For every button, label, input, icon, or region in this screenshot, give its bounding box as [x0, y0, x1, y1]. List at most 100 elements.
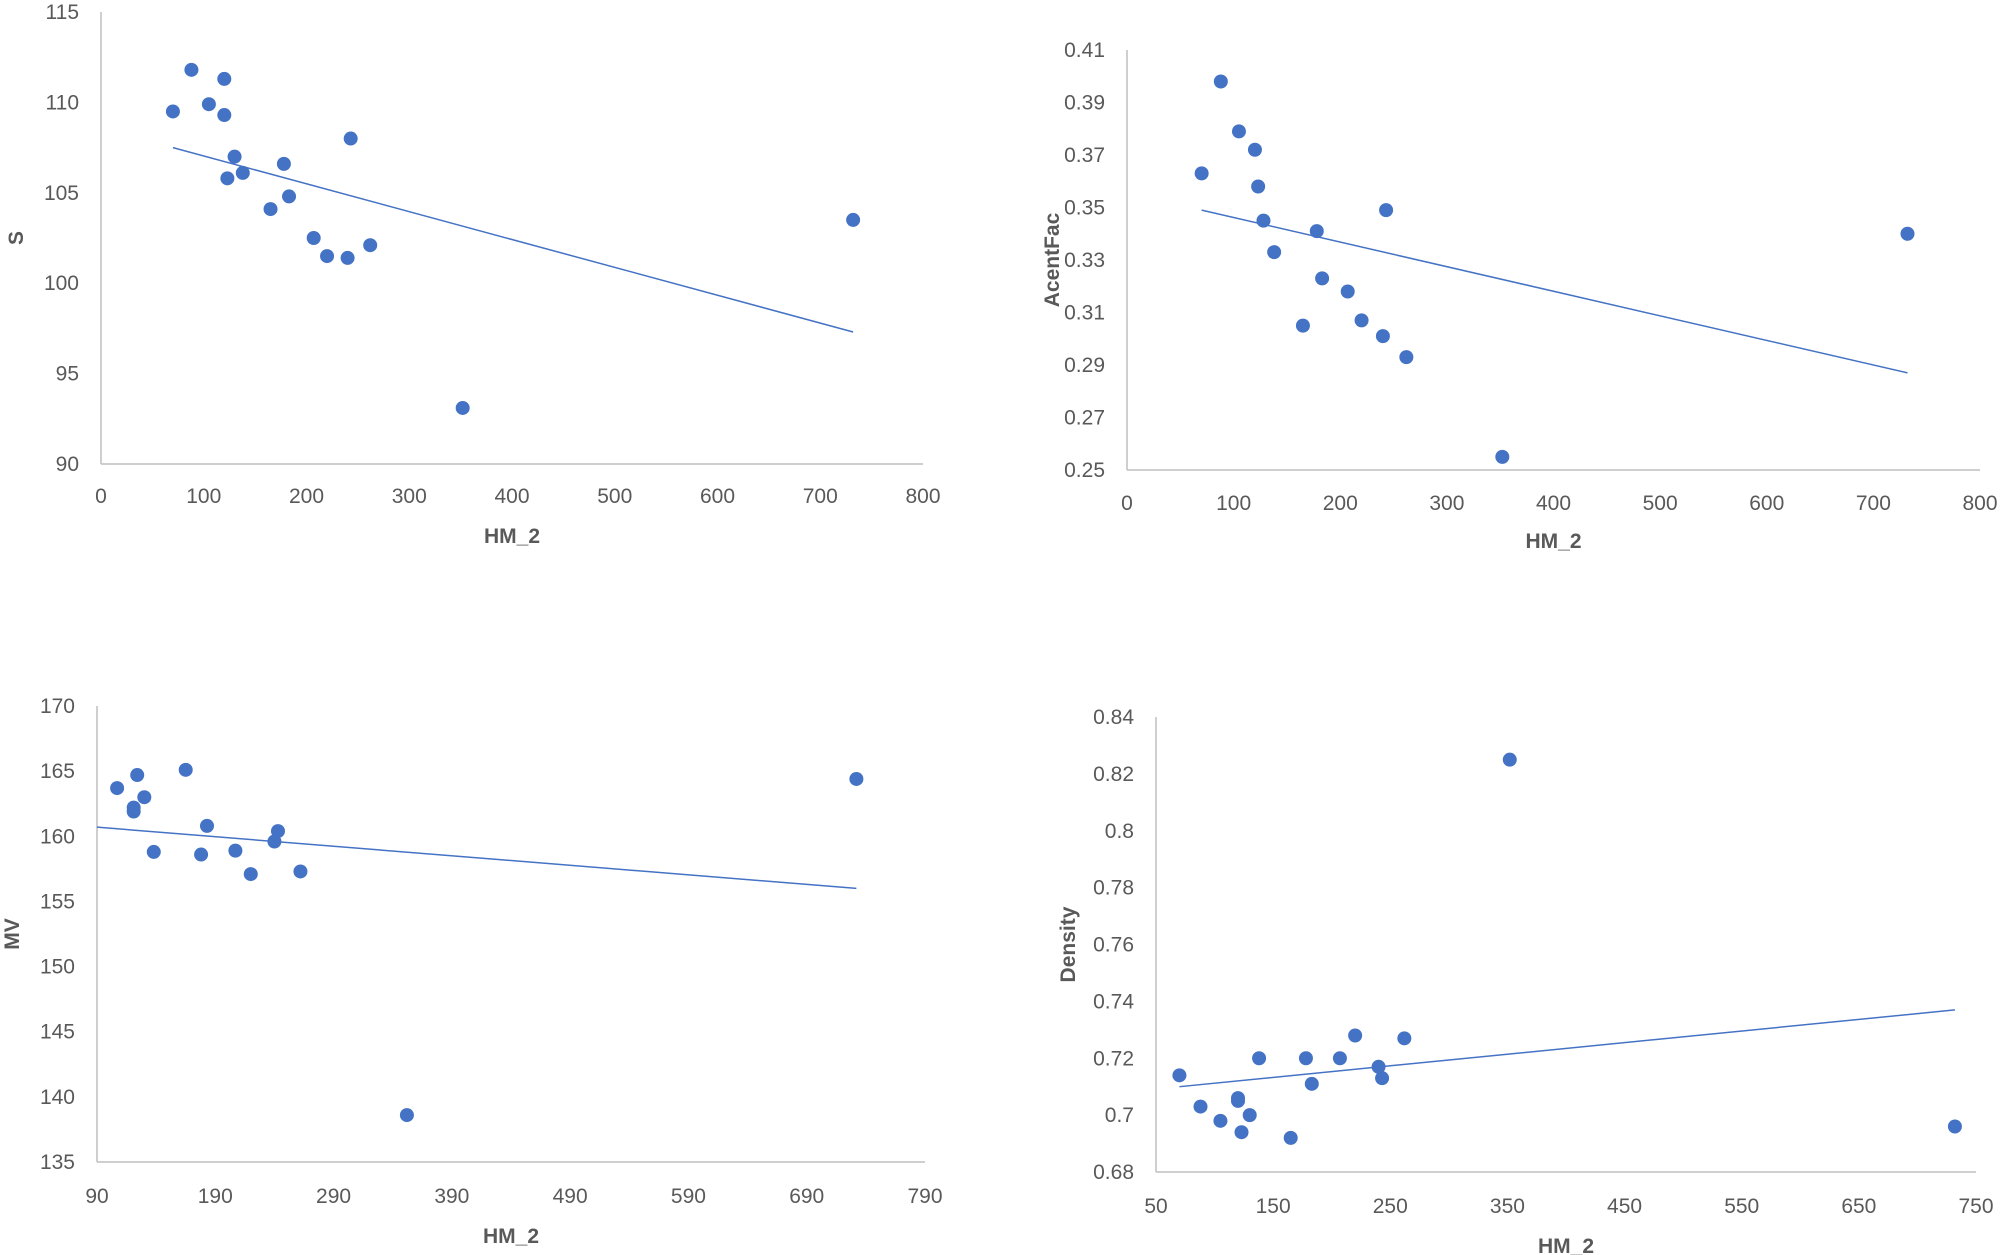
- data-point: [1348, 1028, 1363, 1043]
- y-tick-label: 0.8: [1105, 820, 1134, 843]
- data-point: [1298, 1051, 1313, 1066]
- x-tick-label: 700: [803, 485, 838, 508]
- data-point: [1900, 226, 1915, 241]
- data-point: [1242, 1108, 1257, 1123]
- x-tick-label: 190: [198, 1185, 233, 1208]
- data-point: [228, 843, 243, 858]
- x-tick-label: 590: [671, 1185, 706, 1208]
- y-tick-label: 100: [44, 272, 79, 295]
- x-tick-label: 450: [1607, 1195, 1642, 1218]
- data-point: [1283, 1130, 1298, 1145]
- trendline: [1179, 1009, 1955, 1088]
- x-tick-label: 0: [1121, 492, 1133, 515]
- x-tick-label: 150: [1256, 1195, 1291, 1218]
- data-point: [126, 804, 141, 819]
- x-tick-label: 390: [434, 1185, 469, 1208]
- y-tick-label: 0.72: [1093, 1047, 1134, 1070]
- data-point: [455, 400, 470, 415]
- data-point: [1172, 1068, 1187, 1083]
- data-point: [1247, 142, 1262, 157]
- x-tick-label: 500: [597, 485, 632, 508]
- data-point: [243, 867, 258, 882]
- y-tick-label: 0.29: [1064, 354, 1105, 377]
- x-tick-label: 650: [1841, 1195, 1876, 1218]
- y-tick-label: 160: [40, 825, 75, 848]
- data-point: [1213, 74, 1228, 89]
- data-point: [399, 1108, 414, 1123]
- y-tick-label: 0.7: [1105, 1104, 1134, 1127]
- x-tick-label: 290: [316, 1185, 351, 1208]
- y-tick-label: 170: [40, 695, 75, 718]
- data-point: [1375, 1071, 1390, 1086]
- data-point: [1295, 318, 1310, 333]
- x-tick-label: 690: [789, 1185, 824, 1208]
- data-point: [1947, 1119, 1962, 1134]
- x-tick-label: 750: [1958, 1195, 1993, 1218]
- y-tick-label: 0.25: [1064, 459, 1105, 482]
- data-point: [1234, 1125, 1249, 1140]
- y-tick-label: 155: [40, 890, 75, 913]
- x-tick-label: 490: [553, 1185, 588, 1208]
- x-tick-label: 100: [186, 485, 221, 508]
- data-point: [340, 250, 355, 265]
- data-point: [184, 62, 199, 77]
- chart-1: 90 95 100 105 110 115 0 100 200 300 400 500 600 700 80…: [5, 1, 941, 548]
- x-tick-label: 300: [1429, 492, 1464, 515]
- y-tick-label: 95: [56, 363, 79, 386]
- data-point: [1251, 179, 1266, 194]
- data-point: [1399, 350, 1414, 365]
- data-point: [200, 818, 215, 833]
- x-tick-label: 800: [905, 485, 940, 508]
- data-point: [1252, 1051, 1267, 1066]
- y-tick-label: 0.39: [1064, 92, 1105, 115]
- data-point: [1194, 166, 1209, 181]
- data-point: [1397, 1031, 1412, 1046]
- x-tick-label: 200: [289, 485, 324, 508]
- y-axis-title: S: [5, 231, 28, 245]
- y-tick-label: 110: [46, 91, 79, 114]
- data-point: [846, 212, 861, 227]
- trendline: [172, 146, 854, 333]
- data-point: [178, 762, 193, 777]
- data-point: [217, 108, 232, 123]
- y-tick-label: 0.74: [1093, 990, 1134, 1013]
- trendline: [1201, 209, 1908, 374]
- data-point: [1231, 124, 1246, 139]
- y-axis-title: AcentFac: [1041, 212, 1064, 307]
- y-tick-label: 0.27: [1064, 407, 1105, 430]
- data-point: [194, 847, 209, 862]
- x-axis-title: HM_2: [1538, 1235, 1594, 1255]
- y-tick-label: 135: [40, 1151, 75, 1174]
- y-axis-title: MV: [1, 918, 24, 950]
- y-tick-label: 0.41: [1064, 39, 1105, 62]
- data-point: [1354, 313, 1369, 328]
- x-axis-title: HM_2: [483, 1225, 539, 1248]
- data-point: [110, 781, 125, 796]
- data-point: [320, 249, 335, 264]
- data-point: [1315, 271, 1330, 286]
- y-tick-label: 0.76: [1093, 934, 1134, 957]
- y-tick-label: 0.78: [1093, 877, 1134, 900]
- x-tick-label: 400: [494, 485, 529, 508]
- x-tick-label: 600: [700, 485, 735, 508]
- x-tick-label: 500: [1643, 492, 1678, 515]
- data-point: [306, 231, 321, 245]
- x-tick-label: 350: [1490, 1195, 1525, 1218]
- data-point: [220, 171, 235, 186]
- y-tick-label: 115: [46, 1, 79, 24]
- x-tick-label: 790: [907, 1185, 942, 1208]
- data-point: [282, 189, 297, 204]
- y-tick-label: 90: [56, 453, 79, 476]
- data-point: [201, 97, 216, 112]
- x-axis-title: HM_2: [1525, 530, 1581, 553]
- y-tick-label: 0.33: [1064, 249, 1105, 272]
- x-tick-label: 800: [1962, 492, 1997, 515]
- data-point: [130, 768, 145, 783]
- x-tick-label: 0: [95, 485, 107, 508]
- y-tick-label: 0.35: [1064, 197, 1105, 220]
- data-point: [1371, 1059, 1386, 1074]
- x-tick-label: 700: [1856, 492, 1891, 515]
- x-axis-title: HM_2: [484, 525, 540, 548]
- data-point: [1309, 224, 1324, 239]
- data-point: [276, 156, 291, 171]
